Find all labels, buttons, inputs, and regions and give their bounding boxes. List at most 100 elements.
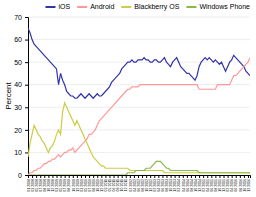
x-tick-mark: [93, 175, 94, 178]
x-tick-mark: [36, 175, 37, 178]
x-tick-mark: [48, 175, 49, 178]
grid: [28, 17, 250, 175]
x-tick-mark: [219, 175, 220, 178]
y-tick-mark: [25, 130, 28, 131]
x-tick-mark: [150, 175, 151, 178]
x-tick-mark: [154, 175, 155, 178]
x-tick-mark: [118, 175, 119, 178]
y-tick: 40: [14, 81, 28, 88]
x-tick-mark: [240, 175, 241, 178]
x-tick-mark: [32, 175, 33, 178]
legend-swatch: [45, 6, 55, 8]
legend-item: Android: [77, 3, 114, 10]
x-tick-mark: [61, 175, 62, 178]
y-tick-label: 40: [14, 81, 22, 88]
x-tick-mark: [232, 175, 233, 178]
legend-label: Blackberry OS: [134, 3, 179, 11]
y-tick-label: 20: [14, 127, 22, 134]
y-tick-label: 10: [14, 149, 22, 156]
grid-line: [28, 107, 250, 108]
x-tick-mark: [65, 175, 66, 178]
y-axis-title: Percent: [4, 81, 13, 109]
x-tick-mark: [109, 175, 110, 178]
x-tick-mark: [40, 175, 41, 178]
legend-label: Android: [90, 3, 114, 10]
x-tick-mark: [179, 175, 180, 178]
y-axis-line: [25, 18, 29, 176]
legend-item: Windows Phone: [186, 3, 250, 10]
y-tick-mark: [25, 40, 28, 41]
chart: 0 10 20 30 40 50 60 70 01 200803 200805 200807 2…: [0, 0, 256, 197]
y-tick: 0: [18, 172, 28, 179]
x-tick-mark: [28, 175, 29, 178]
x-tick-mark: [81, 175, 82, 178]
x-axis: 01 200803 200805 200807 200808 200810 20…: [27, 175, 251, 192]
x-tick-mark: [77, 175, 78, 178]
x-tick-mark: [142, 175, 143, 178]
y-axis: 0 10 20 30 40 50 60 70: [14, 14, 28, 179]
x-tick-mark: [171, 175, 172, 178]
x-tick-mark: [207, 175, 208, 178]
legend: iOS Android Blackberry OS Windows Phone: [45, 3, 250, 11]
x-tick-mark: [122, 175, 123, 178]
x-tick-mark: [57, 175, 58, 178]
x-tick-mark: [101, 175, 102, 178]
x-tick-mark: [134, 175, 135, 178]
x-tick-mark: [158, 175, 159, 178]
x-tick-mark: [73, 175, 74, 178]
y-tick: 20: [14, 127, 28, 134]
x-tick-mark: [105, 175, 106, 178]
y-tick-label: 30: [14, 104, 22, 111]
y-tick-mark: [25, 175, 28, 176]
legend-label: iOS: [58, 3, 70, 10]
series-line: [28, 161, 250, 175]
x-tick-mark: [138, 175, 139, 178]
x-tick-mark: [244, 175, 245, 178]
x-tick-mark: [187, 175, 188, 178]
x-tick-mark: [191, 175, 192, 178]
y-tick-label: 60: [14, 36, 22, 43]
y-tick-mark: [25, 152, 28, 153]
legend-swatch: [186, 6, 196, 8]
series-line: [28, 103, 250, 173]
x-tick-mark: [175, 175, 176, 178]
x-tick-mark: [224, 175, 225, 178]
x-tick-mark: [69, 175, 70, 178]
y-tick-label: 0: [18, 172, 22, 179]
y-tick-mark: [25, 85, 28, 86]
x-tick-mark: [162, 175, 163, 178]
x-tick-mark: [44, 175, 45, 178]
y-tick: 30: [14, 104, 28, 111]
x-tick-mark: [195, 175, 196, 178]
y-tick-mark: [25, 62, 28, 63]
grid-line: [28, 39, 250, 40]
legend-item: iOS: [45, 3, 70, 10]
x-tick-mark: [236, 175, 237, 178]
x-tick-label: 12 2016: [247, 179, 251, 192]
x-tick-mark: [130, 175, 131, 178]
y-tick-label: 70: [14, 14, 22, 21]
legend-label: Windows Phone: [199, 3, 250, 10]
x-tick-mark: [85, 175, 86, 178]
x-tick-mark: [203, 175, 204, 178]
y-tick: 50: [14, 59, 28, 66]
legend-swatch: [77, 6, 87, 8]
x-tick-mark: [211, 175, 212, 178]
x-tick-mark: [166, 175, 167, 178]
x-tick-mark: [228, 175, 229, 178]
y-tick-mark: [25, 107, 28, 108]
y-tick: 70: [14, 14, 28, 21]
grid-line: [28, 152, 250, 153]
x-tick-mark: [114, 175, 115, 178]
x-tick-mark: [97, 175, 98, 178]
legend-swatch: [121, 6, 131, 8]
x-tick-mark: [183, 175, 184, 178]
y-tick-label: 50: [14, 59, 22, 66]
x-tick-mark: [146, 175, 147, 178]
lines: [28, 28, 250, 175]
y-tick: 10: [14, 149, 28, 156]
x-tick-mark: [215, 175, 216, 178]
y-tick-mark: [25, 17, 28, 18]
x-tick-mark: [126, 175, 127, 178]
x-tick-mark: [199, 175, 200, 178]
